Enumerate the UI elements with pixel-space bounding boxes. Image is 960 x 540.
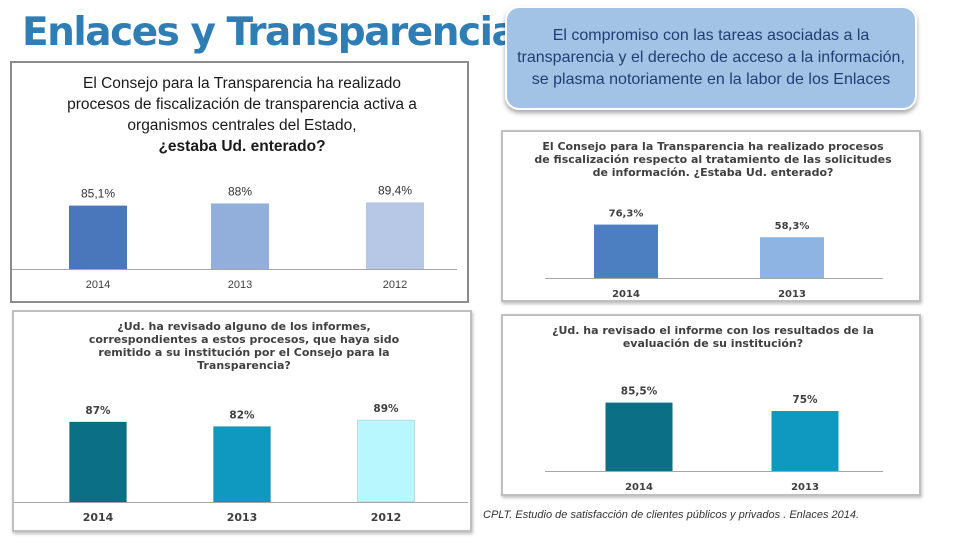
data-label-2012: 89,4% — [378, 183, 412, 197]
chart-question: ¿Ud. ha revisado alguno de los informes,… — [88, 320, 400, 372]
bar-2013 — [213, 426, 271, 503]
bar-chart-evaluation-report: 85,5% 2014 75% 2013 — [545, 386, 883, 493]
category-label-2012: 2012 — [371, 511, 402, 524]
data-label-2013: 75% — [792, 394, 818, 406]
category-label-2014: 2014 — [612, 289, 640, 300]
category-label-2012: 2012 — [383, 279, 407, 291]
bar-chart-active-transparency: 85,1% 2014 88% 2013 89,4% 2012 — [12, 183, 457, 291]
category-label-2013: 2013 — [791, 482, 819, 493]
bar-2013 — [760, 237, 824, 278]
category-label-2014: 2014 — [625, 482, 653, 493]
data-label-2014: 85,1% — [81, 187, 115, 201]
bar-2013 — [771, 411, 839, 471]
category-label-2014: 2014 — [83, 511, 114, 524]
chart-panel-information-requests: El Consejo para la Transparencia ha real… — [501, 130, 921, 302]
chart-question: El Consejo para la Transparencia ha real… — [534, 140, 892, 179]
bar-2014 — [69, 205, 127, 269]
chart-panel-evaluation-report: ¿Ud. ha revisado el informe con los resu… — [501, 314, 921, 496]
category-label-2013: 2013 — [227, 511, 258, 524]
bar-2014 — [69, 421, 127, 503]
data-label-2013: 82% — [229, 410, 255, 422]
bar-chart-information-requests: 76,3% 2014 58,3% 2013 — [545, 209, 883, 300]
bar-2014 — [605, 402, 673, 471]
chart-question-emphasis: ¿estaba Ud. enterado? — [158, 138, 326, 155]
page-title: Enlaces y Transparencia — [22, 10, 518, 55]
bar-chart-reports-reviewed: 87% 2014 82% 2013 89% 2012 — [14, 403, 468, 524]
data-label-2014: 76,3% — [609, 209, 644, 220]
bar-2014 — [594, 224, 658, 278]
chart-question-text: El Consejo para la Transparencia ha real… — [67, 75, 417, 134]
category-label-2014: 2014 — [86, 279, 110, 291]
bar-2012 — [357, 419, 415, 503]
callout-box: El compromiso con las tareas asociadas a… — [505, 6, 917, 110]
data-label-2013: 58,3% — [775, 221, 810, 232]
data-label-2012: 89% — [373, 403, 399, 415]
category-label-2013: 2013 — [228, 279, 252, 291]
category-label-2013: 2013 — [778, 289, 806, 300]
data-label-2014: 87% — [85, 405, 111, 417]
bar-2012 — [366, 202, 424, 269]
chart-question: El Consejo para la Transparencia ha real… — [52, 73, 432, 157]
source-note: CPLT. Estudio de satisfacción de cliente… — [483, 509, 860, 521]
bar-2013 — [211, 203, 269, 269]
chart-panel-active-transparency: El Consejo para la Transparencia ha real… — [10, 61, 469, 303]
chart-panel-reports-reviewed: ¿Ud. ha revisado alguno de los informes,… — [12, 310, 472, 532]
data-label-2014: 85,5% — [621, 386, 658, 398]
data-label-2013: 88% — [228, 184, 252, 198]
chart-question: ¿Ud. ha revisado el informe con los resu… — [552, 324, 874, 350]
